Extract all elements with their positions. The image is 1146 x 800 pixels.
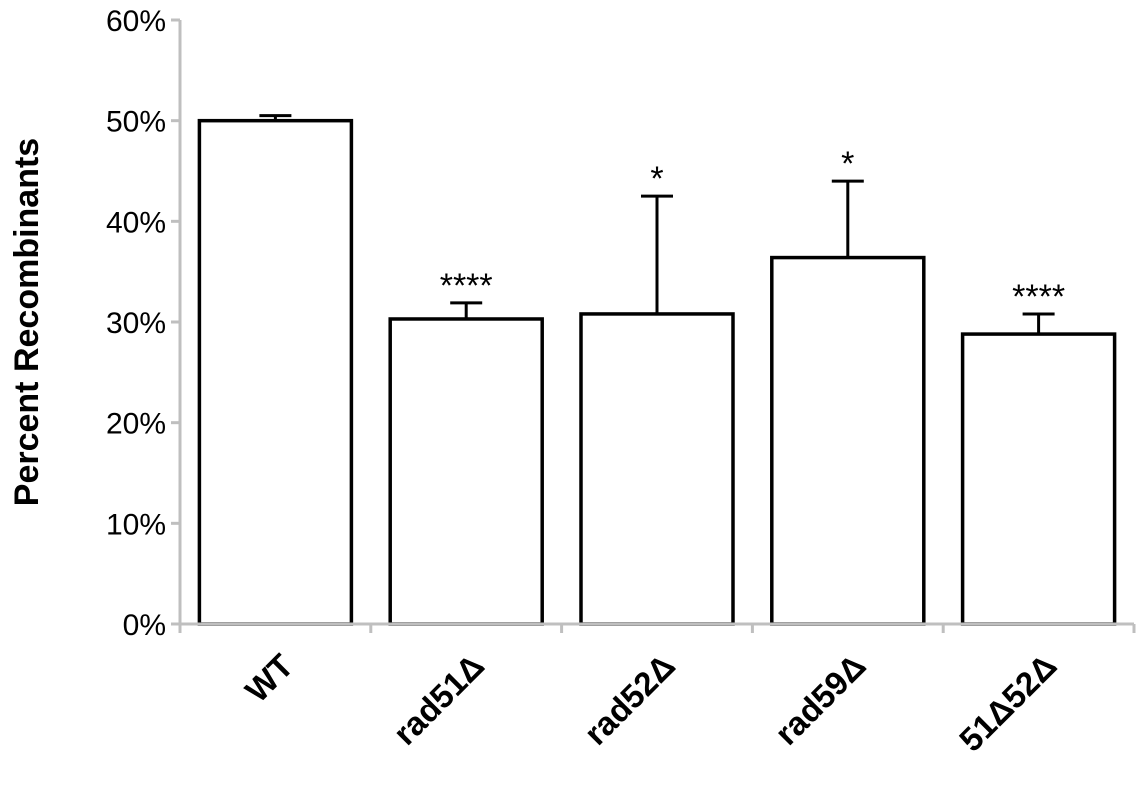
category-label-group: WT rad51Δ rad52Δ rad59Δ 51Δ52Δ — [238, 647, 1064, 759]
y-tick-label: 10% — [106, 508, 166, 541]
bar — [197, 118, 354, 626]
y-tick-label: 0% — [123, 609, 166, 642]
category-label: rad59Δ — [768, 647, 873, 752]
bar — [388, 317, 544, 626]
bar — [579, 312, 735, 626]
category-label: WT — [238, 647, 300, 709]
bar — [960, 332, 1117, 626]
significance-label: **** — [440, 267, 493, 305]
y-tick-label: 50% — [106, 106, 166, 139]
category-label: rad51Δ — [386, 647, 491, 752]
significance-group: ***** ***** — [440, 145, 1065, 316]
significance-label: * — [841, 145, 854, 183]
y-tick-label: 40% — [106, 206, 166, 239]
axes-group — [178, 20, 1136, 633]
significance-label: * — [650, 160, 663, 198]
bars-group — [197, 118, 1117, 626]
y-tick-label: 60% — [106, 5, 166, 38]
y-tick-group: 0% 10% 20% 30% 40% 50% 60% — [106, 5, 180, 642]
error-bars-group — [259, 114, 1055, 335]
y-tick-label: 20% — [106, 408, 166, 441]
category-label: 51Δ52Δ — [952, 647, 1064, 759]
significance-label: **** — [1012, 278, 1065, 316]
bar — [770, 255, 926, 626]
category-label: rad52Δ — [577, 647, 682, 752]
y-axis-label-group: Percent Recombinants — [8, 138, 46, 506]
y-tick-label: 30% — [106, 307, 166, 340]
y-axis-label: Percent Recombinants — [8, 138, 46, 506]
